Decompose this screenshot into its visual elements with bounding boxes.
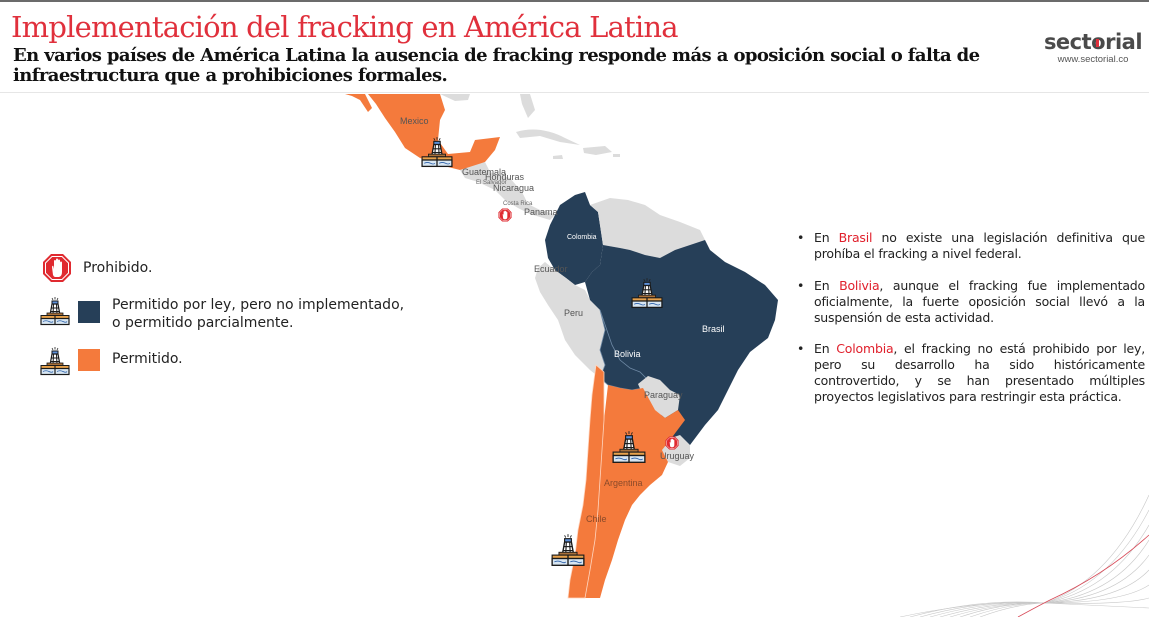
map-hispaniola — [583, 146, 612, 155]
highlight-country-colombia: Colombia — [836, 341, 894, 356]
map-country-brasil — [585, 240, 778, 458]
map-country-peru-ecuador — [535, 262, 605, 378]
highlight-country-bolivia: Bolivia — [839, 278, 880, 293]
top-border — [0, 0, 1149, 2]
stop-hand-icon-uruguay — [665, 436, 679, 450]
map-florida — [520, 94, 535, 118]
fracking-well-icon-mexico — [420, 136, 454, 168]
fracking-well-icon — [40, 346, 70, 376]
bullet-colombia: En Colombia, el fracking no está prohibi… — [797, 341, 1145, 405]
map-label-brasil: Brasil — [702, 324, 725, 334]
fracking-well-icon-chile — [551, 533, 585, 567]
map-label-ecuador: Ecuador — [534, 264, 568, 274]
map-label-el-salvador: El Salvador — [476, 180, 507, 186]
map-country-mexico — [368, 94, 500, 170]
sectorial-logo: sectorial www.sectorial.co — [1042, 30, 1144, 65]
map-label-honduras: Honduras — [485, 172, 525, 182]
stop-hand-icon — [42, 253, 72, 283]
bullet-bolivia: En Bolivia, aunque el fracking fue imple… — [797, 278, 1145, 326]
legend-swatch-orange — [78, 349, 100, 371]
stop-hand-icon-costa-rica — [498, 208, 512, 222]
map-label-mexico: Mexico — [400, 116, 429, 126]
map-country-colombia — [545, 192, 603, 285]
bullet-text: no existe una legislación definitiva que… — [814, 230, 1145, 261]
bullet-text: En — [814, 341, 837, 356]
map-country-baja — [345, 94, 372, 112]
map-label-peru: Peru — [564, 308, 584, 318]
map-label-guatemala: Guatemala — [462, 167, 507, 177]
legend-label-prohibido: Prohibido. — [83, 260, 153, 276]
highlight-country-brasil: Brasil — [838, 230, 873, 245]
map-country-argentina — [585, 385, 685, 598]
legend-item-partial: Permitido por ley, pero no implementado,… — [40, 296, 404, 332]
legend-item-permitido: Permitido. — [40, 346, 183, 376]
bullet-text: , aunque el fracking fue implementado of… — [814, 278, 1145, 325]
map-label-panama: Panama — [524, 207, 558, 217]
map-cuba — [516, 129, 580, 145]
logo-url: www.sectorial.co — [1057, 54, 1129, 65]
map-country-paraguay — [638, 376, 680, 418]
decorative-wave-lines — [899, 494, 1149, 617]
map-jamaica — [553, 155, 563, 159]
map-label-bolivia: Bolivia — [614, 349, 641, 359]
bullet-brasil: En Brasil no existe una legislación defi… — [797, 230, 1145, 262]
legend-item-prohibido: Prohibido. — [42, 253, 152, 283]
map-label-nicaragua: Nicaragua — [493, 183, 535, 193]
map-label-paraguay: Paraguay — [644, 390, 683, 400]
map-label-uruguay: Uruguay — [660, 451, 695, 461]
map-label-colombia: Colombia — [567, 234, 597, 241]
legend-swatch-navy — [78, 301, 100, 323]
bullet-text: , el fracking no está prohibido por ley,… — [814, 341, 1145, 404]
fracking-well-icon-brasil — [630, 277, 664, 309]
latin-america-map — [345, 94, 778, 599]
legend-label-partial-line2: o permitido parcialmente. — [112, 315, 294, 331]
slide-header: Implementación del fracking en América L… — [0, 0, 1149, 93]
map-label-argentina: Argentina — [604, 478, 643, 488]
fracking-well-icon-argentina — [612, 430, 646, 464]
bullet-text: En — [814, 230, 839, 245]
bullet-text: En — [814, 278, 840, 293]
page-title: Implementación del fracking en América L… — [11, 10, 679, 44]
map-usa-fragment — [440, 94, 470, 101]
page-subtitle: En varios países de América Latina la au… — [13, 45, 980, 86]
legend-label-partial-line1: Permitido por ley, pero no implementado, — [112, 297, 405, 313]
map-venezuela-guianas — [590, 198, 705, 258]
legend-label-permitido: Permitido. — [112, 351, 183, 367]
map-label-costa-rica: Costa Rica — [503, 201, 533, 207]
map-puerto-rico — [613, 154, 620, 157]
map-central-america — [460, 162, 555, 220]
map-label-chile: Chile — [586, 514, 607, 524]
logo-wordmark: sectorial — [1043, 30, 1143, 54]
fracking-well-icon — [40, 296, 70, 326]
map-country-chile — [567, 364, 605, 599]
